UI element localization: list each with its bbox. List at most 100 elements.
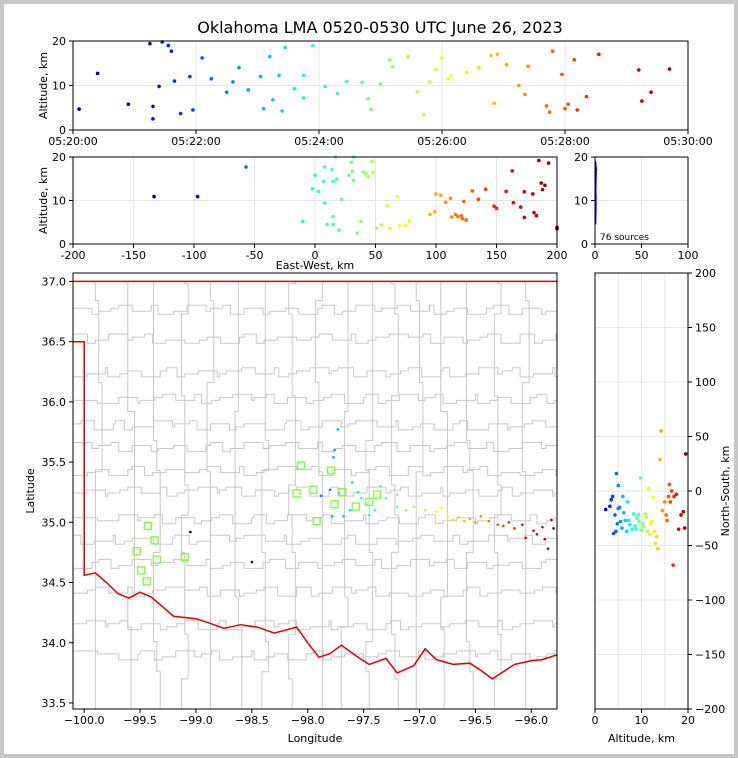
source-point (610, 494, 615, 499)
source-point (523, 92, 527, 97)
histogram-line (594, 161, 598, 225)
source-point (622, 511, 626, 515)
source-point (451, 518, 455, 522)
source-point (428, 212, 432, 217)
source-point (367, 513, 371, 517)
source-point (474, 521, 477, 524)
station-marker (312, 516, 321, 526)
x-tick-label: 0 (592, 714, 599, 727)
axes-frame (72, 272, 558, 710)
source-point (628, 522, 632, 527)
source-point (421, 112, 426, 117)
source-point (625, 500, 630, 504)
x-tick-label: -200 (61, 249, 86, 262)
source-point (672, 494, 676, 499)
source-point (665, 518, 669, 523)
y-tick-label: 0 (695, 485, 702, 498)
x-tick-label: 50 (369, 249, 383, 262)
source-point (311, 43, 315, 48)
y-axis-label: Altitude, km (37, 52, 50, 119)
source-point (464, 70, 469, 74)
station-marker (136, 566, 146, 575)
x-tick-label: 50 (635, 249, 649, 262)
y-tick-label: 0 (59, 124, 66, 137)
source-point (339, 197, 344, 201)
source-point (502, 524, 505, 528)
county-line (340, 281, 349, 709)
source-point (388, 226, 392, 231)
station-marker (152, 555, 162, 564)
source-point (623, 518, 628, 523)
source-point (616, 483, 621, 488)
source-point (682, 526, 687, 530)
x-tick-label: −96.5 (459, 714, 493, 727)
source-point (379, 223, 384, 227)
source-point (637, 68, 641, 72)
source-point (495, 52, 500, 57)
source-point (384, 496, 388, 500)
source-point (151, 104, 155, 109)
x-tick-label: 100 (678, 249, 699, 262)
source-point (283, 45, 287, 50)
source-point (427, 80, 432, 84)
source-point (621, 494, 625, 499)
source-point (464, 218, 469, 222)
source-point (366, 174, 371, 179)
source-point (395, 493, 399, 496)
y-tick-label: 10 (574, 195, 588, 208)
county-line (466, 281, 474, 709)
source-point (331, 222, 335, 227)
source-point (649, 519, 654, 524)
y-tick-label: −150 (695, 649, 725, 662)
source-point (668, 500, 673, 504)
source-point (148, 41, 152, 46)
y-tick-label: 10 (52, 195, 66, 208)
source-point (489, 53, 494, 58)
station-marker (327, 466, 336, 475)
source-point (371, 170, 375, 175)
y-axis-label: Latitude (24, 468, 37, 514)
source-point (459, 213, 464, 218)
source-point (387, 58, 392, 62)
y-tick-label: 20 (52, 35, 66, 48)
plan-view-panel: −100.0 −99.5 −99.0 −98.5 −98.0 −97.5 −97.0 −96.… (24, 272, 558, 745)
county-line (127, 281, 135, 709)
source-point (355, 231, 360, 235)
source-point (641, 521, 645, 526)
station-marker (143, 521, 153, 531)
source-point (543, 537, 547, 541)
county-line (315, 281, 323, 709)
x-tick-label: −97.5 (347, 714, 381, 727)
source-point (322, 201, 327, 205)
source-point (407, 219, 412, 224)
time-tick-label: 05:24:00 (294, 135, 343, 148)
y-tick-label: −200 (695, 703, 725, 716)
source-point (157, 84, 161, 89)
station-marker (292, 489, 301, 498)
source-point (526, 64, 530, 69)
source-point (460, 216, 465, 221)
source-point (618, 519, 623, 524)
source-point (325, 222, 329, 227)
source-point (350, 169, 355, 174)
x-axis-label: Longitude (288, 732, 343, 745)
source-point (277, 73, 281, 78)
source-point (566, 102, 570, 106)
time-tick-label: 05:26:00 (417, 135, 466, 148)
source-point (662, 500, 667, 504)
source-point (494, 206, 499, 211)
source-point (449, 73, 454, 78)
source-point (169, 49, 174, 54)
source-point (652, 529, 657, 534)
x-tick-label: -50 (246, 249, 264, 262)
source-point (547, 110, 552, 114)
source-point (446, 514, 449, 518)
source-point (655, 534, 659, 539)
county-line (94, 281, 103, 709)
station-marker (142, 577, 151, 586)
source-point (434, 67, 438, 72)
county-line (73, 466, 557, 477)
x-tick-label: 150 (486, 249, 507, 262)
source-point (658, 457, 662, 462)
county-line (180, 281, 189, 709)
